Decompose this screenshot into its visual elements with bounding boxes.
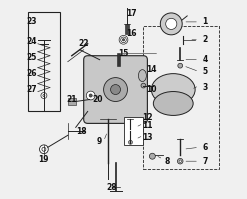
Circle shape — [177, 158, 183, 164]
Circle shape — [43, 95, 45, 97]
Text: 21: 21 — [66, 95, 77, 104]
Circle shape — [166, 18, 177, 29]
Text: 19: 19 — [39, 155, 49, 164]
Text: 27: 27 — [27, 85, 37, 94]
Text: 14: 14 — [146, 65, 157, 74]
Text: 10: 10 — [146, 85, 157, 94]
Bar — [125, 24, 129, 34]
Text: 26: 26 — [27, 69, 37, 78]
Circle shape — [86, 91, 95, 100]
Circle shape — [179, 160, 181, 162]
Ellipse shape — [138, 70, 146, 82]
Text: 20: 20 — [92, 95, 103, 104]
Text: 8: 8 — [165, 157, 170, 166]
Text: 24: 24 — [27, 37, 37, 46]
Circle shape — [141, 83, 146, 88]
Circle shape — [149, 153, 155, 159]
Text: 12: 12 — [142, 113, 153, 122]
Bar — [124, 117, 144, 145]
Text: 23: 23 — [27, 17, 37, 26]
Text: 7: 7 — [202, 157, 208, 166]
Text: 5: 5 — [203, 67, 208, 76]
Circle shape — [122, 39, 125, 41]
Circle shape — [40, 145, 48, 154]
Bar — [68, 98, 76, 105]
Bar — [28, 12, 60, 111]
Text: 4: 4 — [203, 55, 208, 64]
Circle shape — [103, 78, 127, 101]
Ellipse shape — [153, 92, 193, 115]
Ellipse shape — [151, 74, 195, 105]
Circle shape — [119, 35, 128, 44]
Text: 13: 13 — [142, 133, 153, 142]
Circle shape — [41, 93, 47, 99]
Text: 1: 1 — [203, 17, 208, 26]
Text: 3: 3 — [203, 83, 208, 92]
Circle shape — [89, 94, 92, 97]
Circle shape — [178, 63, 183, 68]
Text: 25: 25 — [27, 53, 37, 62]
Text: 16: 16 — [126, 29, 137, 38]
Circle shape — [111, 85, 121, 95]
Text: 9: 9 — [97, 137, 102, 146]
Text: 17: 17 — [126, 9, 137, 19]
FancyBboxPatch shape — [84, 56, 147, 123]
Text: 2: 2 — [203, 35, 208, 44]
Text: 28: 28 — [106, 182, 117, 192]
Bar — [117, 53, 120, 66]
Circle shape — [128, 140, 132, 144]
Text: 6: 6 — [203, 143, 208, 152]
Circle shape — [121, 37, 126, 43]
Text: 22: 22 — [79, 39, 89, 48]
Circle shape — [160, 13, 182, 35]
Circle shape — [42, 147, 46, 151]
Text: 15: 15 — [118, 49, 129, 58]
Text: 18: 18 — [76, 127, 87, 136]
Bar — [144, 26, 219, 169]
Text: 11: 11 — [142, 121, 153, 130]
